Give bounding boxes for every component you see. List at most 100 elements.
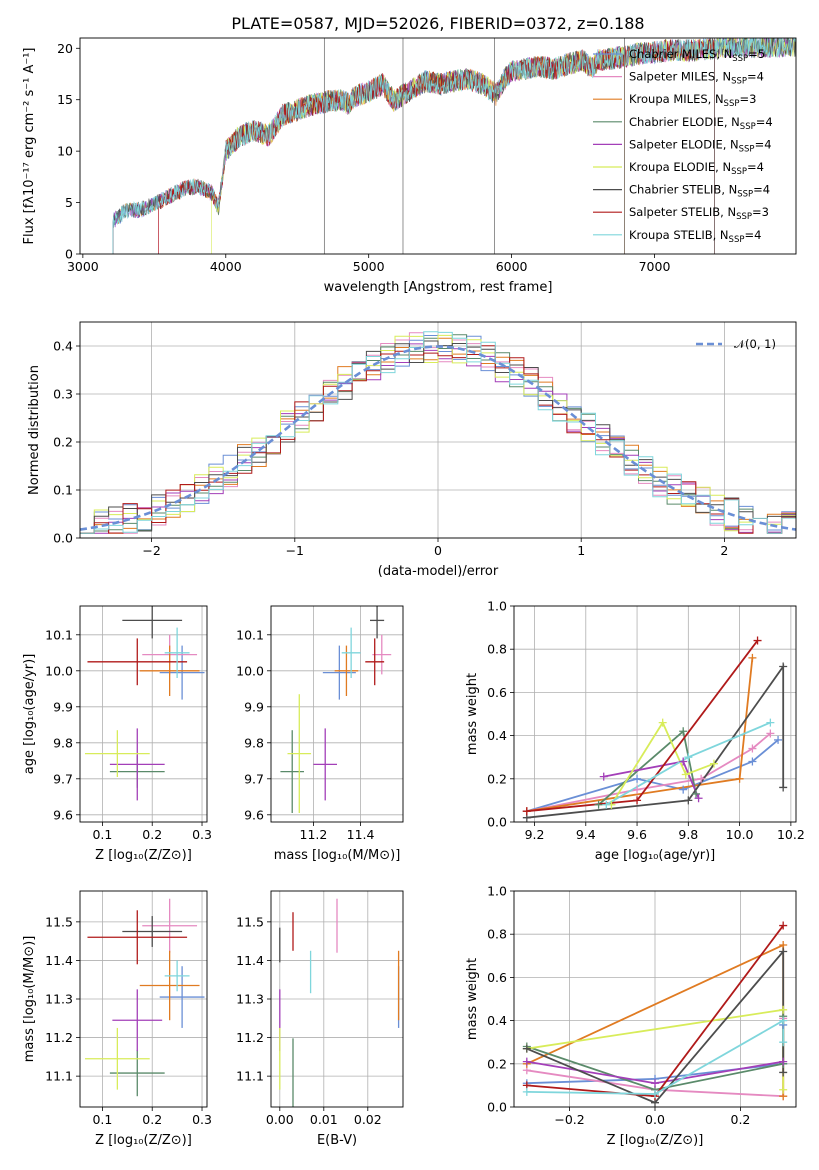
legend-label: Kroupa MILES, NSSP=3: [629, 92, 756, 109]
y-tick-label: 10.1: [45, 627, 73, 642]
weight-line: [526, 1019, 785, 1095]
x-axis-label: wavelength [Angstrom, rest frame]: [324, 280, 553, 295]
x-tick-label: 1: [577, 543, 585, 558]
weight-marker: [779, 1057, 788, 1066]
y-tick-label: 0.4: [487, 728, 507, 743]
y-axis-label: mass weight: [465, 958, 480, 1040]
axes-frame: [79, 890, 208, 1108]
y-tick-label: 0.8: [487, 642, 507, 657]
weight-line: [526, 663, 785, 819]
y-tick-label: 9.7: [53, 771, 73, 786]
weight-marker: [522, 1044, 531, 1053]
x-axis-label: age [log₁₀(age/yr)]: [595, 848, 716, 863]
weight-marker: [684, 753, 693, 762]
x-tick-label: 7000: [639, 259, 671, 274]
x-tick-label: 0.00: [266, 1112, 294, 1127]
axes-frame: [513, 890, 797, 1108]
figure-title: PLATE=0587, MJD=52026, FIBERID=0372, z=0…: [231, 14, 644, 33]
weight-marker: [766, 718, 775, 727]
weight-marker: [602, 800, 611, 809]
panel-age-vs-mass: 11.2 11.4 9.6 9.7 9.8 9.9 10.0 10.1 mass [log₁₀(…: [236, 605, 404, 863]
y-tick-label: 9.7: [244, 771, 264, 786]
x-tick-label: 0: [434, 543, 442, 558]
plot-area: [112, 38, 796, 254]
legend-label: Chabrier MILES, NSSP=5: [629, 47, 765, 64]
y-tick-label: 0: [65, 247, 73, 262]
weight-marker: [753, 636, 762, 645]
weight-marker: [694, 794, 703, 803]
panel-residuals: −2 −1 0 1 2 0.0 0.1 0.2 0.3 0.4 (data-model)/error…: [27, 321, 797, 579]
weight-marker: [779, 1068, 788, 1077]
weight-marker: [779, 1005, 788, 1014]
axes-frame: [270, 890, 404, 1108]
x-tick-label: 0.3: [192, 827, 212, 842]
weight-marker: [679, 727, 688, 736]
histogram-kroupa-elodie: [80, 334, 796, 534]
weight-marker: [709, 759, 718, 768]
plot-area: [280, 606, 392, 813]
weight-marker: [522, 807, 531, 816]
x-tick-label: 0.1: [92, 827, 112, 842]
plot-area: [279, 898, 400, 1107]
axes-frame: [513, 605, 797, 823]
weight-marker: [633, 796, 642, 805]
weight-marker: [779, 1016, 788, 1025]
weight-marker: [679, 785, 688, 794]
x-tick-label: 6000: [496, 259, 528, 274]
x-tick-label: −2: [142, 543, 160, 558]
y-axis-label: Flux [fλ10⁻¹⁷ erg cm⁻² s⁻¹ A⁻¹]: [22, 48, 37, 245]
y-axis-label: Normed distribution: [27, 365, 42, 495]
x-tick-label: 0.0: [645, 1112, 665, 1127]
x-tick-label: 11.2: [300, 827, 328, 842]
x-axis-label: mass [log₁₀(M/M⊙)]: [274, 848, 401, 863]
y-tick-label: 0.8: [487, 927, 507, 942]
y-tick-label: 1.0: [487, 884, 507, 899]
histogram-salpeter-stelib: [80, 345, 796, 534]
x-tick-label: 9.6: [627, 827, 647, 842]
x-axis-label: Z [log₁₀(Z/Z⊙)]: [95, 848, 192, 863]
y-tick-label: 9.8: [53, 735, 73, 750]
axes-frame: [79, 321, 797, 539]
y-tick-label: 11.5: [45, 914, 73, 929]
x-tick-label: 0.2: [142, 1112, 162, 1127]
x-tick-label: 10.0: [726, 827, 754, 842]
y-tick-label: 5: [65, 195, 73, 210]
weight-line: [610, 720, 715, 806]
weight-marker: [522, 1057, 531, 1066]
weight-marker: [697, 774, 706, 783]
weight-line: [526, 657, 754, 813]
x-tick-label: 0.3: [192, 1112, 212, 1127]
y-tick-label: 11.1: [236, 1069, 264, 1084]
y-tick-label: 1.0: [487, 599, 507, 614]
legend-label: Kroupa STELIB, NSSP=4: [629, 228, 761, 245]
axes-frame: [79, 605, 208, 823]
y-tick-label: 9.9: [53, 699, 73, 714]
y-tick-label: 9.6: [244, 807, 264, 822]
panel-mass-vs-Z: 0.1 0.2 0.3 11.1 11.2 11.3 11.4 11.5 Z [log₁₀(Z/…: [22, 890, 212, 1148]
plot-area: [80, 331, 796, 534]
x-tick-label: 2: [720, 543, 728, 558]
x-tick-label: 9.8: [678, 827, 698, 842]
y-tick-label: 20: [57, 41, 73, 56]
legend-label: Kroupa ELODIE, NSSP=4: [629, 160, 764, 177]
panel-spectrum: 3000 4000 5000 6000 7000 0 5 10 15 20 wavelength […: [22, 37, 797, 295]
x-tick-label: 10.2: [777, 827, 805, 842]
legend-label: Chabrier ELODIE, NSSP=4: [629, 115, 773, 132]
x-axis-label: Z [log₁₀(Z/Z⊙)]: [607, 1133, 704, 1148]
y-tick-label: 11.1: [45, 1069, 73, 1084]
weight-marker: [681, 770, 690, 779]
y-tick-label: 0.2: [487, 771, 507, 786]
weight-marker: [748, 757, 757, 766]
y-tick-label: 9.9: [244, 699, 264, 714]
weight-marker: [658, 718, 667, 727]
y-tick-label: 11.5: [236, 914, 264, 929]
weight-marker: [779, 1038, 788, 1047]
weight-marker: [633, 785, 642, 794]
y-tick-label: 11.4: [45, 953, 73, 968]
panel-mass-vs-ebv: 0.00 0.01 0.02 11.1 11.2 11.3 11.4 11.5 E(B-V): [236, 890, 404, 1148]
y-tick-label: 0.0: [53, 531, 73, 546]
x-tick-label: 9.4: [576, 827, 596, 842]
x-tick-label: 11.4: [347, 827, 375, 842]
y-axis-label: age [log₁₀(age/yr)]: [22, 654, 37, 775]
